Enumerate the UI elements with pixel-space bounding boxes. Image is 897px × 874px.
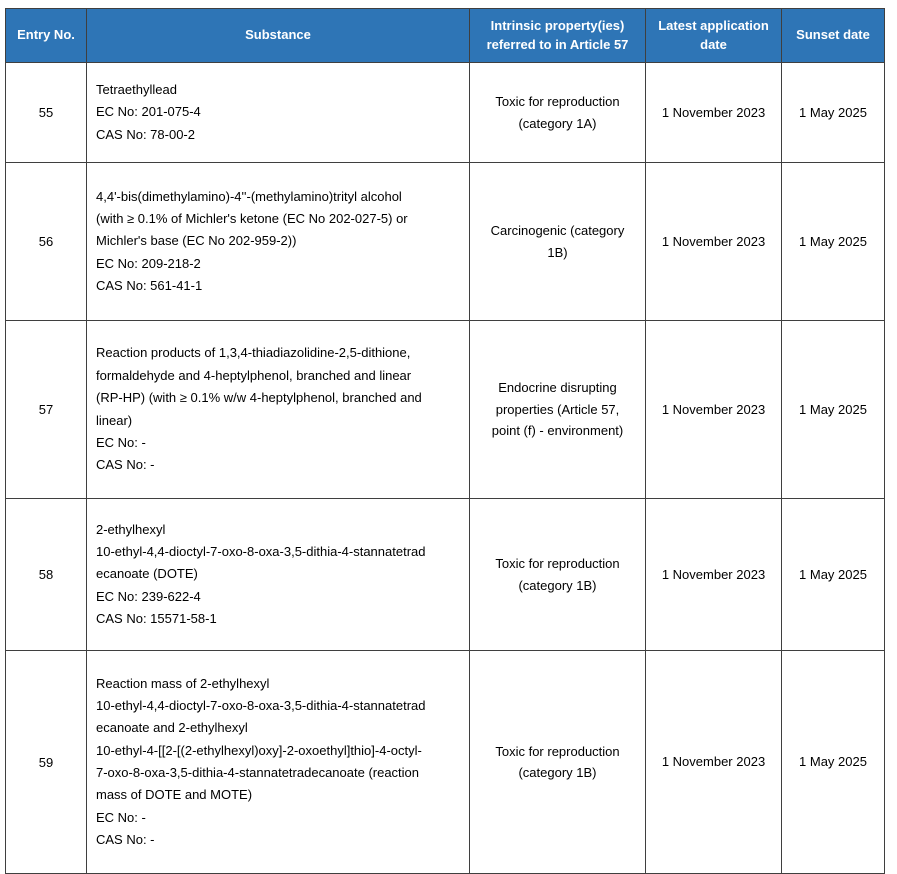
substance-line: EC No: 201-075-4 (96, 104, 201, 120)
table-row: 56 4,4'-bis(dimethylamino)-4''-(methylami… (5, 162, 885, 321)
cell-intrinsic-property: Endocrine disrupting properties (Article… (469, 320, 646, 499)
substance-line: 7-oxo-8-oxa-3,5-dithia-4-stannatetradeca… (96, 765, 420, 780)
table-header: Entry No. Substance Intrinsic property(i… (5, 8, 885, 63)
substance-line: CAS No: 78-00-2 (96, 126, 195, 142)
substance-line: mass of DOTE and MOTE) (96, 787, 253, 803)
substance-line: EC No: 239-622-4 (96, 588, 201, 604)
cell-sunset-date: 1 May 2025 (781, 320, 885, 499)
substance-line: Reaction products of 1,3,4-thiadiazolidi… (96, 345, 411, 361)
cell-sunset-date: 1 May 2025 (781, 62, 885, 163)
substance-line: ecanoate and 2-ethylhexyl (96, 720, 248, 736)
cell-latest-application-date: 1 November 2023 (645, 162, 782, 321)
cell-latest-application-date: 1 November 2023 (645, 320, 782, 499)
cell-intrinsic-property: Carcinogenic (category 1B) (469, 162, 646, 321)
substance-line: formaldehyde and 4-heptylphenol, branche… (96, 367, 412, 383)
table-body: 55 Tetraethyllead EC No: 201-075-4 CAS No: … (5, 62, 885, 874)
table-row: 55 Tetraethyllead EC No: 201-075-4 CAS No: … (5, 62, 885, 163)
substance-line: (with ≥ 0.1% of Michler's ketone (EC No … (96, 210, 408, 226)
substance-line: 4,4'-bis(dimethylamino)-4''-(methylamino… (96, 188, 402, 204)
column-header-latest-application-date: Latest application date (645, 8, 782, 63)
substance-line: EC No: - (96, 809, 146, 825)
substance-line: Reaction mass of 2-ethylhexyl (96, 675, 270, 691)
cell-entry-no: 58 (5, 498, 87, 651)
cell-substance: Reaction mass of 2-ethylhexyl 10-ethyl-4,… (86, 650, 470, 874)
cell-sunset-date: 1 May 2025 (781, 498, 885, 651)
cell-substance: 2-ethylhexyl 10-ethyl-4,4-dioctyl-7-oxo-8… (86, 498, 470, 651)
substance-line: 10-ethyl-4,4-dioctyl-7-oxo-8-oxa-3,5-dit… (96, 697, 426, 713)
authorisation-list-table-container: Entry No. Substance Intrinsic property(i… (5, 8, 885, 874)
cell-intrinsic-property: Toxic for reproduction (category 1B) (469, 650, 646, 874)
substance-line: (RP-HP) (with ≥ 0.1% w/w 4-heptylphenol,… (96, 390, 422, 406)
cell-latest-application-date: 1 November 2023 (645, 498, 782, 651)
substance-line: 2-ethylhexyl (96, 521, 166, 537)
cell-substance: 4,4'-bis(dimethylamino)-4''-(methylamino… (86, 162, 470, 321)
substance-line: EC No: 209-218-2 (96, 255, 201, 271)
cell-entry-no: 55 (5, 62, 87, 163)
substance-line: Tetraethyllead (96, 81, 177, 97)
column-header-sunset-date: Sunset date (781, 8, 885, 63)
substance-line: Michler's base (EC No 202-959-2)) (96, 233, 297, 249)
cell-intrinsic-property: Toxic for reproduction (category 1B) (469, 498, 646, 651)
cell-latest-application-date: 1 November 2023 (645, 650, 782, 874)
column-header-entry-no: Entry No. (5, 8, 87, 63)
table-row: 58 2-ethylhexyl 10-ethyl-4,4-dioctyl-7-oxo… (5, 498, 885, 651)
cell-entry-no: 57 (5, 320, 87, 499)
authorisation-list-table: Entry No. Substance Intrinsic property(i… (5, 8, 885, 874)
substance-line: 10-ethyl-4,4-dioctyl-7-oxo-8-oxa-3,5-dit… (96, 543, 426, 559)
cell-substance: Reaction products of 1,3,4-thiadiazolidi… (86, 320, 470, 499)
column-header-intrinsic-property: Intrinsic property(ies) referred to in A… (469, 8, 646, 63)
substance-line: CAS No: - (96, 457, 155, 473)
cell-intrinsic-property: Toxic for reproduction (category 1A) (469, 62, 646, 163)
cell-latest-application-date: 1 November 2023 (645, 62, 782, 163)
table-header-row: Entry No. Substance Intrinsic property(i… (5, 8, 885, 63)
cell-sunset-date: 1 May 2025 (781, 650, 885, 874)
column-header-substance: Substance (86, 8, 470, 63)
cell-sunset-date: 1 May 2025 (781, 162, 885, 321)
cell-entry-no: 56 (5, 162, 87, 321)
substance-line: 10-ethyl-4-[[2-[(2-ethylhexyl)oxy]-2-oxo… (96, 742, 422, 758)
substance-line: EC No: - (96, 434, 146, 450)
cell-entry-no: 59 (5, 650, 87, 874)
substance-line: CAS No: 561-41-1 (96, 278, 203, 294)
substance-line: CAS No: - (96, 832, 155, 848)
table-row: 59 Reaction mass of 2-ethylhexyl 10-ethyl-… (5, 650, 885, 874)
substance-line: CAS No: 15571-58-1 (96, 611, 217, 627)
table-row: 57 Reaction products of 1,3,4-thiadiazoli… (5, 320, 885, 499)
substance-line: ecanoate (DOTE) (96, 566, 198, 582)
substance-line: linear) (96, 412, 133, 428)
cell-substance: Tetraethyllead EC No: 201-075-4 CAS No: 78… (86, 62, 470, 163)
